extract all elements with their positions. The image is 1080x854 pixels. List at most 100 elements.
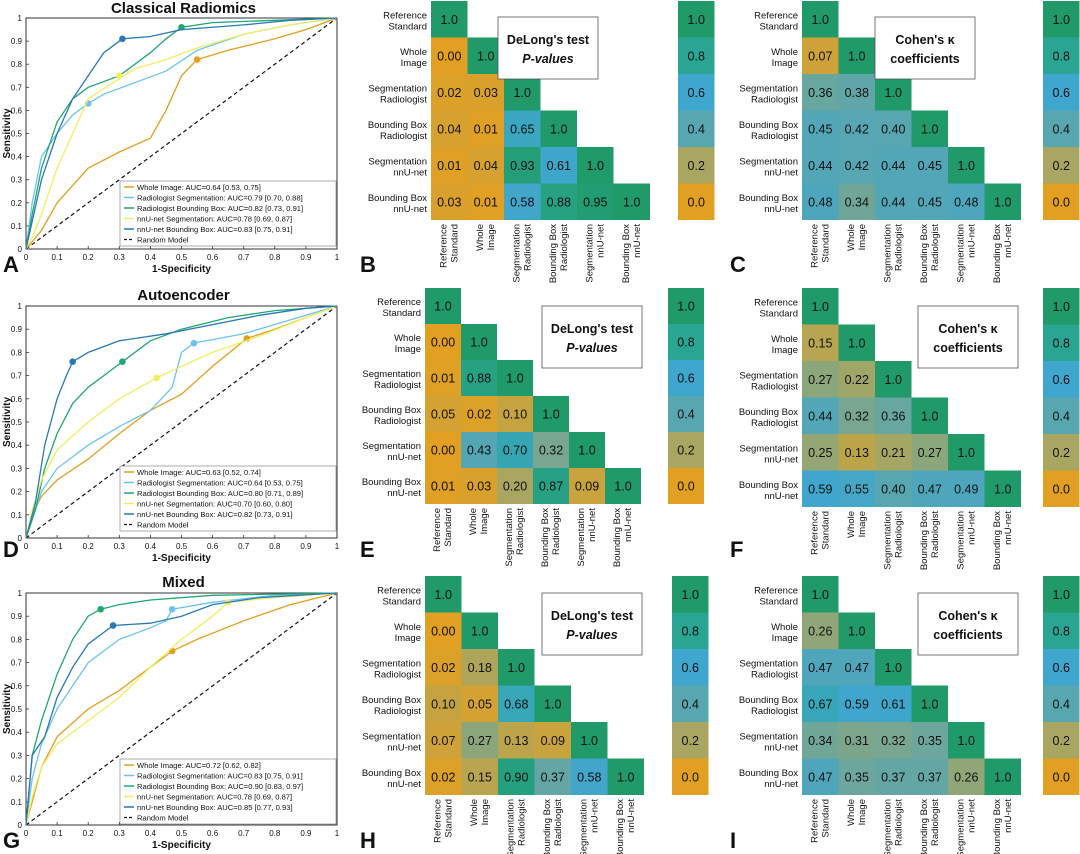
legend-entry: Whole Image: AUC=0.64 [0.53, 0.75] [137, 183, 261, 192]
heatmap-cell [425, 396, 461, 432]
column-label-line: nnU-net [626, 799, 637, 833]
heatmap-value: 0.10 [431, 697, 455, 711]
column-label-line: Whole [846, 511, 857, 538]
heatmap-value: 0.25 [808, 446, 832, 460]
column-label-line: Standard [443, 508, 454, 547]
x-tick-label: 0.1 [52, 542, 64, 551]
heatmap-cell [425, 432, 461, 468]
heatmap-cell [838, 758, 875, 795]
column-label-line: Bounding Box [542, 799, 553, 854]
row-label: Reference [383, 10, 427, 21]
x-tick-label: 1 [335, 829, 340, 838]
roc-operating-point-nnu_seg [116, 72, 123, 80]
heatmap-cell [540, 183, 577, 220]
column-label: Whole Image [468, 508, 490, 535]
x-tick-label: 0.3 [114, 829, 126, 838]
heatmap-value: 0.09 [541, 734, 565, 748]
row-label: Segmentation [739, 156, 798, 167]
roc-curve-rad_bb [25, 592, 338, 826]
legend-box [119, 465, 337, 532]
x-tick-label: 0 [24, 542, 29, 551]
scale-cell [1043, 361, 1080, 398]
scale-cell [1043, 758, 1080, 795]
x-tick-label: 0.3 [114, 542, 126, 551]
scale-label: 1.0 [1053, 13, 1070, 27]
heatmap-value: 0.32 [539, 444, 563, 458]
column-label-line: Bounding Box [548, 224, 559, 283]
column-label-line: Image [857, 511, 868, 537]
x-tick-label: 0.7 [238, 253, 250, 262]
heatmap-value: 0.48 [808, 195, 832, 209]
scale-cell [678, 147, 715, 184]
heatmap-cell [431, 147, 468, 184]
heatmap-value: 1.0 [514, 86, 531, 100]
heatmap-cell [534, 685, 571, 722]
scale-cell [672, 685, 709, 722]
heatmap-value: 1.0 [848, 624, 865, 638]
scale-label: 0.6 [1053, 661, 1070, 675]
heatmap-value: 1.0 [958, 159, 975, 173]
heatmap-value: 0.42 [845, 159, 869, 173]
legend-entry: Radiologist Bounding Box: AUC=0.82 [0.73… [137, 204, 303, 213]
row-label: Radiologist [751, 381, 798, 392]
roc-operating-point-nnu_bb [119, 35, 126, 43]
column-label-line: Segmentation [584, 224, 595, 283]
row-label: Bounding Box [739, 480, 798, 491]
row-label: Radiologist [751, 131, 798, 142]
column-label-line: Segmentation [955, 224, 966, 283]
column-label-line: nnU-net [966, 224, 977, 258]
column-label-line: Standard [820, 799, 831, 838]
column-label-line: Segmentation [955, 799, 966, 854]
y-tick-label: 0.6 [11, 106, 23, 115]
row-label: Standard [382, 596, 421, 607]
scale-cell [672, 612, 709, 649]
heatmap-value: 0.13 [845, 446, 869, 460]
row-label: Image [772, 58, 798, 69]
column-label-line: Radiologist [553, 799, 564, 846]
row-label: nnU-net [387, 452, 421, 463]
scale-cell [1043, 434, 1080, 471]
column-label-line: nnU-net [1003, 511, 1014, 545]
heatmap-value: 0.20 [503, 480, 527, 494]
heatmap-value: 1.0 [848, 49, 865, 63]
heatmap-cell [504, 110, 541, 147]
heatmap-cell [461, 758, 498, 795]
heatmap-value: 0.01 [474, 122, 498, 136]
heatmap-cell [497, 432, 533, 468]
scale-label: 0.2 [1053, 734, 1070, 748]
heatmap-value: 0.04 [474, 159, 498, 173]
heatmap-cell [461, 685, 498, 722]
heatmap-cell [984, 758, 1021, 795]
row-label: Bounding Box [739, 695, 798, 706]
y-tick-label: 0.5 [11, 418, 23, 427]
heatmap-cell [461, 360, 497, 396]
scale-cell [1043, 147, 1080, 184]
heatmap-cell [948, 183, 985, 220]
title-line: DeLong's test [551, 322, 634, 336]
column-label: Segmentation nnU-net [955, 224, 977, 283]
heatmap-cell [838, 612, 875, 649]
column-label-line: Reference [809, 511, 820, 555]
row-label: Radiologist [751, 669, 798, 680]
heatmap-cell [504, 183, 541, 220]
test-title-box: DeLong's test P-values [541, 305, 643, 369]
heatmap-cell [533, 396, 569, 432]
heatmap-cell [425, 722, 462, 759]
random-model-line [25, 17, 338, 250]
test-title-box: DeLong's test P-values [541, 592, 643, 656]
heatmap-cell [498, 758, 535, 795]
heatmap-cell [838, 324, 875, 361]
heatmap-cell [431, 183, 468, 220]
y-axis-label: Sensitivity [2, 684, 13, 734]
x-tick-label: 0.1 [52, 253, 64, 262]
roc-operating-point-nnu_bb [109, 622, 117, 629]
column-label: Reference Standard [809, 224, 831, 268]
row-label: Bounding Box [739, 120, 798, 131]
heatmap-cell [911, 397, 948, 434]
color-scale: 1.0 0.8 0.6 0.4 0.2 0.0 [678, 1, 715, 220]
scale-label: 0.6 [1053, 373, 1070, 387]
heatmap-cell [875, 722, 912, 759]
panel-letter: B [360, 252, 376, 277]
heatmap-value: 0.01 [431, 372, 455, 386]
